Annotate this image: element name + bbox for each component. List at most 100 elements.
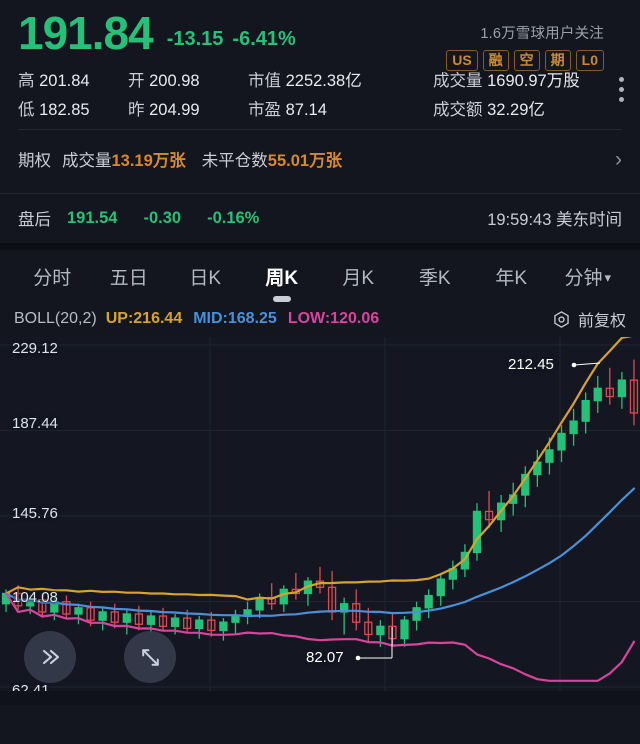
change-percent: -6.41% [232,28,296,50]
tab-five-day[interactable]: 五日 [91,263,168,290]
fast-forward-button[interactable] [24,631,76,683]
badge-us[interactable]: US [446,50,478,71]
candlestick-chart[interactable]: 229.12 187.44 145.76 104.08 62.41 212.45… [0,337,640,705]
stats-row-2: 低 182.85 昨 204.99 市盈 87.14 成交额 32.29亿 [18,96,622,120]
badge-short[interactable]: 空 [513,50,540,71]
chart-period-tabs: 分时 五日 日K 周K 月K 季K 年K 分钟 [0,250,640,302]
options-volume-value: 13.19万张 [111,152,186,170]
tab-yearly-k-label: 年K [495,267,528,289]
tab-weekly-k-label: 周K [265,267,299,289]
stat-prevclose-key: 昨 [128,101,145,119]
badge-margin[interactable]: 融 [482,50,509,71]
options-volume: 成交量13.19万张 [62,147,186,171]
stat-turnover-key: 成交额 [433,101,483,119]
tab-daily-k[interactable]: 日K [167,263,244,290]
adjust-mode-label: 前复权 [577,313,626,330]
more-options-icon[interactable] [619,77,624,102]
after-hours-change: -0.30 [143,208,182,227]
indicator-low-value: LOW:120.06 [287,310,380,327]
stat-pe-value: 87.14 [285,101,327,119]
after-hours-change-pct: -0.16% [207,208,260,227]
change-group: -13.15 -6.41% [167,28,296,56]
stat-open-value: 200.98 [149,72,200,90]
stat-turnover-value: 32.29亿 [487,101,545,119]
stat-marketcap-key: 市值 [248,72,281,90]
stat-marketcap-value: 2252.38亿 [285,72,362,90]
after-hours-time: 19:59:43 美东时间 [487,211,622,229]
stat-volume-value: 1690.97万股 [487,72,580,90]
stat-low-key: 低 [18,101,35,119]
stat-pe-key: 市盈 [248,101,281,119]
indicator-legend: BOLL(20,2) UP:216.44 MID:168.25 LOW:120.… [0,302,640,337]
tab-quarterly-k-label: 季K [418,267,451,289]
kebab-dot [619,97,624,102]
after-hours-price: 191.54 [67,208,118,227]
indicator-mid-value: MID:168.25 [193,310,277,327]
stat-pe: 市盈 87.14 [248,96,433,120]
stat-prevclose: 昨 204.99 [128,96,248,120]
y-axis-tick-3: 104.08 [12,589,58,606]
indicator-up-value: UP:216.44 [105,310,183,327]
tab-weekly-k[interactable]: 周K [244,263,321,302]
options-open-interest: 未平仓数55.01万张 [202,147,342,171]
diagonal-expand-arrows-icon [141,648,159,666]
badge-list: US 融 空 期 L0 [446,50,604,71]
stats-grid: 高 201.84 开 200.98 市值 2252.38亿 成交量 1690.9… [18,67,624,120]
stat-low-value: 182.85 [39,101,90,119]
chart-canvas[interactable] [0,337,640,705]
double-chevron-right-icon [42,649,60,665]
stat-marketcap: 市值 2252.38亿 [248,67,433,91]
tab-timeline[interactable]: 分时 [14,263,91,290]
tab-monthly-k-label: 月K [342,267,375,289]
settings-hexagon-icon [554,310,569,328]
change-absolute: -13.15 [166,28,224,50]
tab-monthly-k[interactable]: 月K [320,263,397,290]
options-divider [0,193,640,194]
stat-volume-key: 成交量 [433,72,483,90]
stat-open-key: 开 [128,72,145,90]
stats-row-1: 高 201.84 开 200.98 市值 2252.38亿 成交量 1690.9… [18,67,622,91]
stat-prevclose-value: 204.99 [149,101,200,119]
stat-low: 低 182.85 [18,96,128,120]
after-hours-row: 盘后 191.54 -0.30 -0.16% 19:59:43 美东时间 [0,194,640,243]
y-axis-tick-0: 229.12 [12,340,58,357]
options-label: 期权 [18,152,51,170]
stat-volume: 成交量 1690.97万股 [433,67,622,91]
after-hours-label: 盘后 [18,211,51,229]
options-volume-label: 成交量 [62,152,112,170]
indicator-name[interactable]: BOLL(20,2) [14,310,97,327]
tab-minute-label: 分钟 [564,267,603,289]
stat-open: 开 200.98 [128,67,248,91]
chart-bottom-strip [0,691,640,705]
badge-options[interactable]: 期 [544,50,571,71]
follow-count-label: 1.6万雪球用户关注 [480,26,604,42]
options-oi-value: 55.01万张 [267,152,343,170]
annotation-high: 212.45 [508,356,554,373]
kebab-dot [619,87,624,92]
adjust-mode-button[interactable]: 前复权 [552,307,626,331]
stat-high: 高 201.84 [18,67,128,91]
chevron-right-icon[interactable]: › [615,147,622,171]
options-row[interactable]: 期权 成交量13.19万张 未平仓数55.01万张 › [0,134,640,184]
follow-block: 1.6万雪球用户关注 US 融 空 期 L0 [446,22,604,71]
kebab-dot [619,77,624,82]
price-row: 191.84 -13.15 -6.41% 1.6万雪球用户关注 US 融 空 期… [18,7,622,71]
y-axis-tick-1: 187.44 [12,415,58,432]
section-divider [0,243,640,250]
badge-level[interactable]: L0 [575,50,604,71]
tab-yearly-k[interactable]: 年K [473,263,550,290]
stat-turnover: 成交额 32.29亿 [433,96,622,120]
tab-minute-dropdown[interactable]: 分钟 [550,263,627,290]
last-price: 191.84 [18,7,154,59]
options-oi-label: 未平仓数 [201,152,268,170]
tab-daily-k-label: 日K [189,267,222,289]
stat-high-key: 高 [18,72,35,90]
tab-timeline-label: 分时 [33,267,72,289]
tab-quarterly-k[interactable]: 季K [397,263,474,290]
expand-fullscreen-button[interactable] [124,631,176,683]
tab-five-day-label: 五日 [109,267,148,289]
header-divider [18,129,622,130]
annotation-low: 82.07 [306,649,344,666]
active-tab-indicator [272,295,291,302]
quote-header: 191.84 -13.15 -6.41% 1.6万雪球用户关注 US 融 空 期… [0,0,640,134]
